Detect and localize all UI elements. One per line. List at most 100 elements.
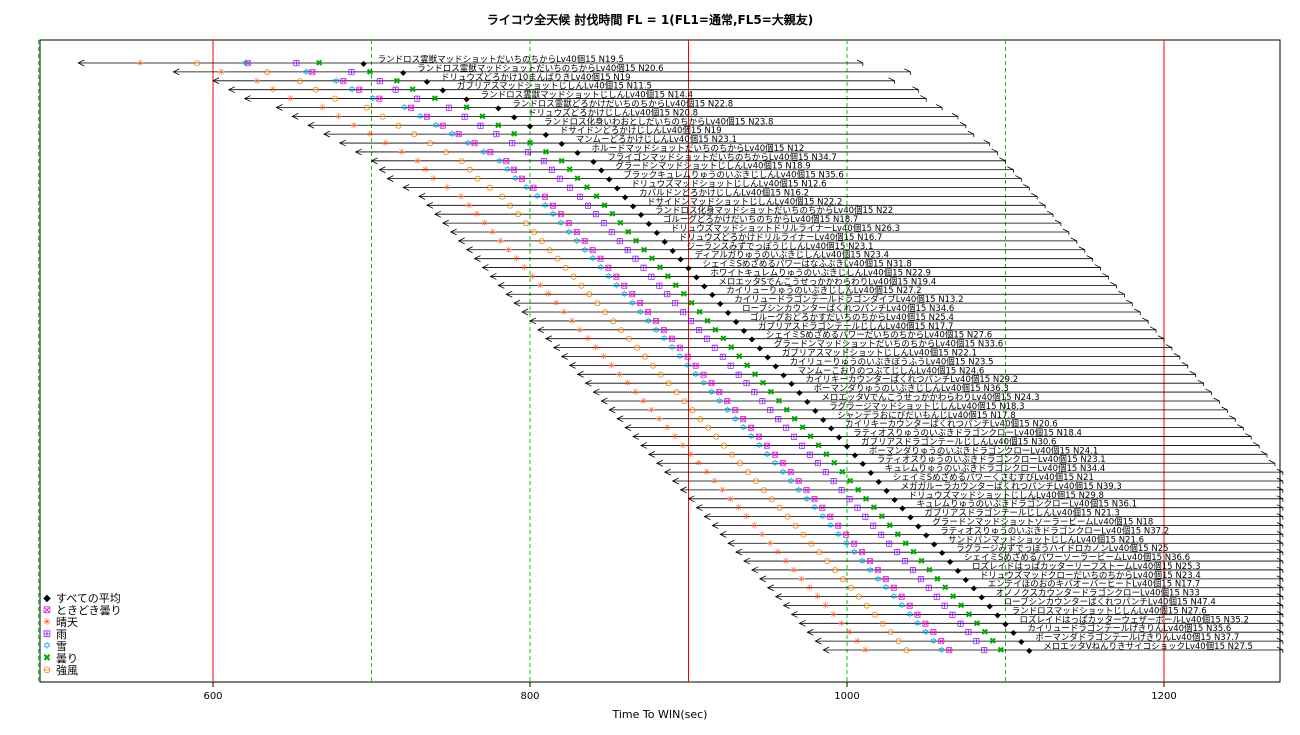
- mean-marker: ◆: [852, 450, 859, 459]
- weather-marker: ⊖: [538, 237, 546, 247]
- mean-marker: ◆: [590, 157, 597, 166]
- row-label: ラティオスりゅうのいぶきドラゴンクローLv40個15 N18.4: [853, 428, 1082, 439]
- weather-marker: ⊠: [541, 192, 549, 202]
- weather-marker: ✳: [537, 281, 545, 291]
- row-label: ラグラージみずでっぽうハイドロカノンLv40個15 N25: [956, 543, 1168, 554]
- weather-marker: ✡: [700, 379, 708, 389]
- data-row: ⊠ ✳ ⊞ ✡ ✖ ⊖ ◆ メロエッタVねんりきサイコショックLv40個15 N27.5: [822, 641, 1284, 656]
- weather-marker: ⊠: [644, 308, 652, 318]
- weather-marker: ✖: [735, 353, 743, 363]
- row-label: ボーマンダりゅうのいぶきじしんLv40個15 N36.3: [813, 383, 1008, 394]
- weather-marker: ⊖: [562, 264, 570, 274]
- range-arrow-left: [227, 86, 236, 94]
- weather-marker: ⊖: [474, 175, 482, 185]
- weather-marker: ✖: [688, 299, 696, 309]
- mean-marker: ◆: [662, 237, 669, 246]
- weather-marker: ⊞: [711, 344, 719, 354]
- weather-marker: ✡: [581, 246, 589, 256]
- range-arrow-left: [743, 557, 751, 565]
- range-arrow-left: [505, 290, 513, 298]
- data-row: ⊠ ✳ ⊞ ✡ ✖ ⊖ ◆ ラティオスりゅうのいぶきドラゴンクローLv40個15 N18.4: [632, 428, 1252, 443]
- row-label: メガガルーラカウンターばくれつパンチLv40個15 N39.3: [901, 481, 1122, 492]
- range-arrow-left: [354, 148, 362, 156]
- data-row: ⊠ ✳ ⊞ ✡ ✖ ⊖ ◆ グラードンマッドショットソーラービームLv40個15 N18: [711, 516, 1284, 531]
- weather-marker: ✳: [218, 68, 226, 78]
- range-arrow-right: [920, 95, 927, 102]
- weather-marker: ⊖: [903, 646, 911, 656]
- data-row: ⊠ ✳ ⊞ ✡ ✖ ⊖ ◆ ホワイトキュレムりゅうのいぶきじしんLv40個15 N22.9: [489, 267, 1109, 282]
- weather-marker: ⊖: [736, 459, 744, 469]
- mean-marker: ◆: [685, 264, 692, 273]
- mean-marker: ◆: [654, 228, 661, 237]
- weather-marker: ⊞: [933, 593, 941, 603]
- weather-marker: ✳: [640, 397, 648, 407]
- range-arrow-left: [172, 68, 180, 76]
- weather-marker: ⊞: [592, 210, 600, 220]
- row-label: オノノクスカウンタードラゴンクローLv40個15 N33: [996, 588, 1200, 599]
- range-arrow-right: [1237, 424, 1244, 431]
- weather-marker: ✡: [549, 210, 557, 220]
- weather-marker: ⊠: [510, 166, 518, 176]
- weather-marker: ✖: [366, 68, 374, 78]
- weather-marker: ✡: [930, 637, 938, 647]
- row-label: グラードンマッドショットじしんLv40個15 N18.9: [615, 161, 810, 172]
- weather-marker: ⊞: [461, 112, 469, 122]
- weather-marker: ⊞: [671, 299, 679, 309]
- range-arrow-right: [1276, 504, 1284, 511]
- range-arrow-left: [243, 95, 251, 102]
- weather-marker: ✡: [432, 121, 440, 131]
- weather-marker: ✖: [775, 397, 783, 407]
- weather-marker: ⊞: [608, 228, 616, 238]
- weather-marker: ✳: [616, 370, 624, 380]
- weather-marker: ⊠: [922, 619, 930, 629]
- weather-marker: ⊖: [831, 566, 839, 576]
- data-row: ⊠ ✳ ⊞ ✡ ✖ ⊖ ◆ シャンデラおにびだいもんじLv40個15 N17.8: [616, 410, 1236, 425]
- weather-marker: ✖: [783, 406, 791, 416]
- data-row: ⊠ ✳ ⊞ ✡ ✖ ⊖ ◆ ガブリアスドラゴンテールじしんLv40個15 N17.7: [537, 321, 1157, 336]
- weather-marker: ⊞: [917, 575, 925, 585]
- weather-marker: ⊖: [776, 504, 784, 514]
- row-label: ラティオスりゅうのいぶきドラゴンクローLv40個15 N23.1: [877, 454, 1106, 465]
- weather-marker: ⊞: [566, 184, 574, 194]
- row-label: ドサイドンどろかけじしんLv40個15 N19: [560, 125, 722, 136]
- mean-marker: ◆: [424, 77, 431, 86]
- weather-marker: ✖: [664, 272, 672, 282]
- legend-symbol-icon: ✳: [42, 616, 52, 628]
- legend-symbol-icon: ✡: [42, 640, 52, 652]
- weather-marker: ⊞: [782, 424, 790, 434]
- weather-marker: ⊞: [838, 486, 846, 496]
- range-arrow-left: [513, 299, 521, 307]
- x-tick-label: 1200: [1151, 691, 1176, 702]
- plot-frame: [39, 39, 1281, 683]
- range-arrow-left: [822, 646, 830, 654]
- weather-marker: ⊠: [652, 317, 660, 327]
- weather-marker: ✡: [573, 237, 581, 247]
- weather-marker: ⊠: [866, 557, 874, 567]
- weather-marker: ✡: [332, 77, 340, 87]
- weather-marker: ⊞: [293, 59, 301, 69]
- data-row: ⊠ ✳ ⊞ ✡ ✖ ⊖ ◆ ガブリアスドラゴンテールじしんLv40個15 N30.6: [640, 436, 1260, 451]
- row-label: ローブシンカウンターばくれつパンチLv40個15 N34.6: [742, 303, 954, 314]
- range-arrow-left: [338, 139, 346, 147]
- range-arrow-right: [1221, 406, 1228, 413]
- weather-marker: ✖: [831, 459, 839, 469]
- weather-marker: ⊞: [854, 504, 862, 514]
- row-label: ガブリアスドラゴンテールじしんLv40個15 N17.7: [758, 321, 953, 332]
- weather-marker: ✳: [727, 495, 735, 505]
- weather-marker: ✳: [822, 602, 830, 612]
- row-label: ランドロスマッドショットじしんLv40個15 N27.6: [1012, 605, 1207, 616]
- data-row: ⊠ ✳ ⊞ ✡ ✖ ⊖ ◆ ランドロス化身いわおとしだいちのちからLv40個15 N23.8: [307, 116, 967, 131]
- row-label: マンムーどろかけじしんLv40個15 N23.1: [576, 134, 737, 145]
- range-arrow-right: [1276, 539, 1284, 547]
- data-row: ⊠ ✳ ⊞ ✡ ✖ ⊖ ◆ ドリュウズマッドショットじしんLv40個15 N29.8: [687, 490, 1284, 505]
- weather-marker: ⊖: [649, 361, 657, 371]
- weather-marker: ⊠: [906, 602, 914, 612]
- data-row: ⊠ ✳ ⊞ ✡ ✖ ⊖ ◆ グラードンマッドショットだいちのちからLv40個15 N33.6: [552, 339, 1173, 354]
- row-label: ランドロス化身いわおとしだいちのちからLv40個15 N23.8: [544, 116, 773, 127]
- range-arrow-left: [663, 468, 671, 476]
- weather-marker: ✡: [890, 593, 898, 603]
- weather-marker: ⊞: [806, 450, 814, 460]
- mean-marker: ◆: [971, 584, 978, 593]
- legend-item: ✳ 晴天: [40, 616, 122, 629]
- row-label: カイリュードラゴンテールげきりんLv40個15 N35.6: [1027, 623, 1231, 634]
